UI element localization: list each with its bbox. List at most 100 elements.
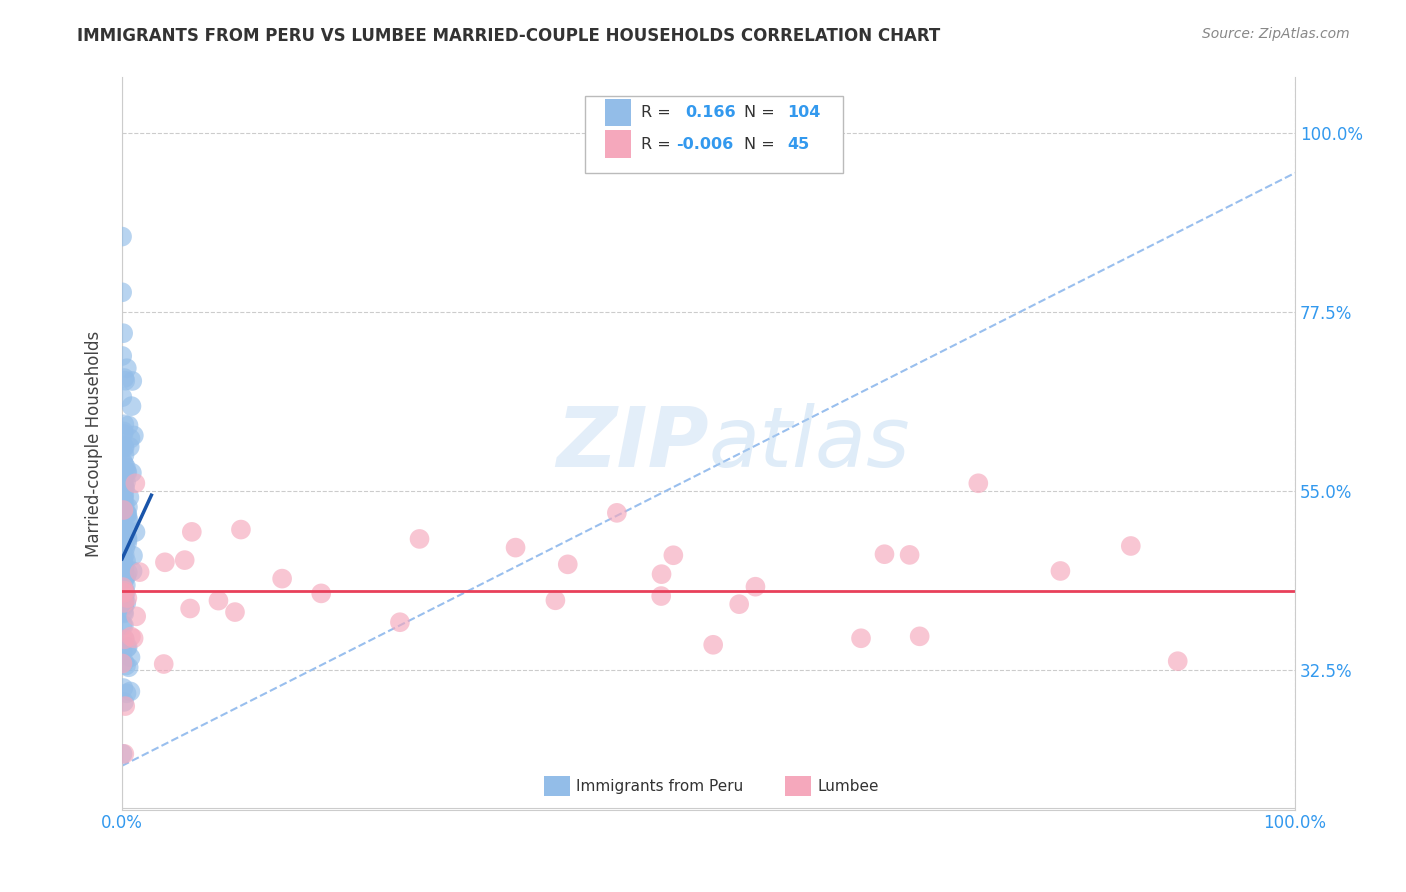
Text: ZIP: ZIP (555, 403, 709, 484)
Point (1167, 654, 1189, 668)
Point (114, 448, 136, 462)
Point (180, 524, 202, 539)
Point (115, 640, 138, 655)
Point (111, 463, 134, 477)
Point (908, 629, 931, 643)
Point (544, 593, 567, 607)
Text: R =: R = (641, 105, 671, 120)
Point (121, 374, 143, 388)
Point (120, 650, 142, 665)
Point (112, 747, 135, 761)
Point (112, 596, 135, 610)
Point (117, 566, 139, 580)
Point (111, 547, 134, 561)
Point (153, 555, 176, 569)
Point (111, 632, 134, 647)
Point (112, 503, 135, 517)
Point (117, 512, 139, 526)
Point (117, 640, 139, 654)
Text: 104: 104 (787, 105, 821, 120)
Point (112, 590, 135, 604)
Point (309, 586, 332, 600)
Point (115, 506, 138, 520)
Point (112, 695, 135, 709)
Point (117, 466, 139, 480)
Point (112, 468, 135, 483)
Point (112, 569, 135, 583)
Point (121, 466, 143, 480)
Text: Lumbee: Lumbee (818, 779, 879, 794)
Point (121, 399, 143, 413)
Point (114, 578, 136, 592)
Point (557, 558, 579, 572)
Point (849, 632, 872, 646)
Point (122, 428, 145, 442)
Point (112, 598, 135, 612)
Point (1119, 539, 1142, 553)
Point (114, 582, 136, 597)
Point (114, 531, 136, 545)
Point (117, 591, 139, 605)
Bar (606, 99, 631, 127)
Point (112, 475, 135, 490)
Point (408, 532, 430, 546)
Point (505, 541, 527, 555)
Point (112, 655, 135, 669)
Y-axis label: Married-couple Households: Married-couple Households (86, 330, 103, 557)
Point (115, 522, 138, 536)
Point (112, 425, 135, 439)
Point (388, 615, 411, 630)
Point (898, 548, 921, 562)
Point (224, 605, 246, 619)
Point (229, 523, 252, 537)
Point (111, 491, 134, 506)
Point (114, 498, 136, 512)
FancyBboxPatch shape (585, 95, 844, 173)
Point (115, 531, 138, 545)
Point (124, 525, 146, 540)
Point (125, 609, 148, 624)
Point (117, 514, 139, 528)
Point (114, 481, 136, 495)
Point (112, 491, 135, 506)
Point (728, 597, 751, 611)
Point (112, 458, 135, 472)
Point (114, 374, 136, 388)
Point (128, 565, 150, 579)
Point (112, 585, 135, 599)
Text: Source: ZipAtlas.com: Source: ZipAtlas.com (1202, 27, 1350, 41)
Point (179, 601, 201, 615)
Point (118, 490, 141, 504)
Point (111, 549, 134, 564)
Point (120, 630, 142, 644)
Point (111, 529, 134, 543)
Point (112, 606, 135, 620)
Point (651, 567, 673, 582)
Point (115, 596, 138, 610)
Point (112, 499, 135, 513)
Point (111, 285, 134, 300)
Point (112, 490, 135, 504)
Point (117, 535, 139, 549)
Point (112, 473, 135, 487)
Point (1049, 564, 1071, 578)
Point (112, 599, 135, 614)
Point (117, 500, 139, 514)
Point (124, 476, 146, 491)
Point (111, 644, 134, 658)
Point (650, 589, 672, 603)
Point (111, 747, 134, 761)
Point (207, 593, 229, 607)
Point (112, 498, 135, 512)
Bar (785, 776, 811, 797)
Point (111, 390, 134, 404)
Point (114, 548, 136, 562)
Point (112, 440, 135, 454)
Point (114, 632, 136, 647)
Text: Immigrants from Peru: Immigrants from Peru (576, 779, 744, 794)
Point (111, 349, 134, 363)
Text: R =: R = (641, 136, 671, 152)
Point (112, 681, 135, 695)
Point (115, 569, 138, 583)
Text: N =: N = (744, 105, 775, 120)
